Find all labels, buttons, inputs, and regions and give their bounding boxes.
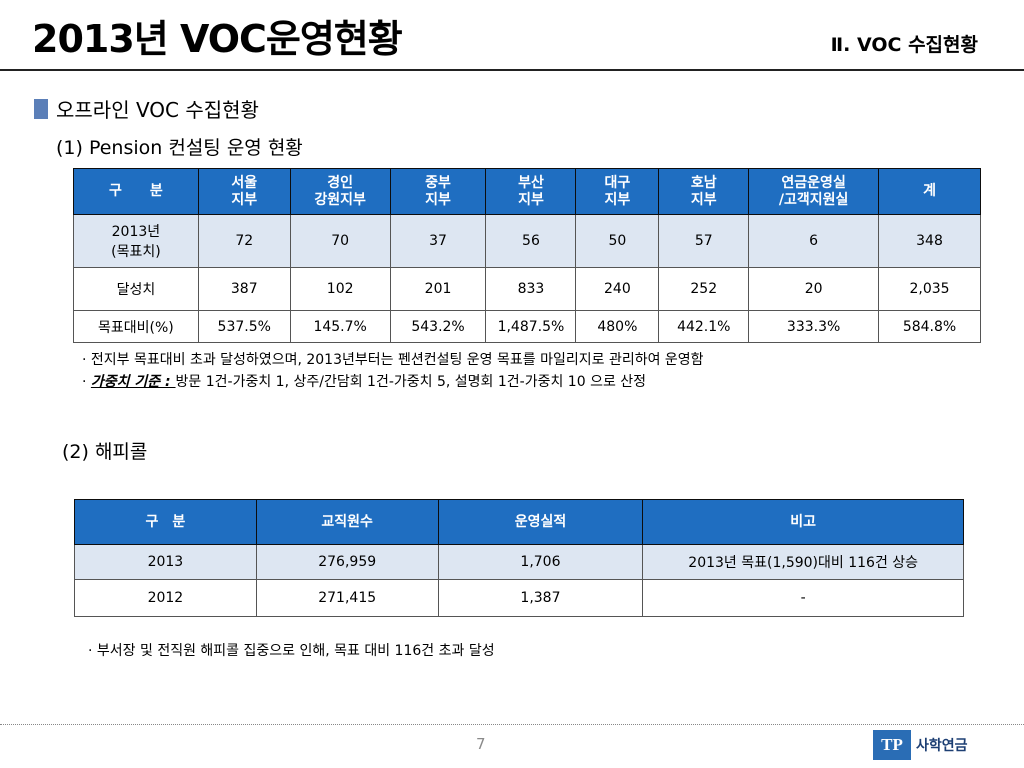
table-cell: 1,706 [437, 544, 644, 580]
footer-divider [0, 724, 1024, 725]
table-cell: 1,487.5% [485, 310, 577, 343]
table-cell: 20 [748, 267, 880, 311]
col-header-pension-office: 연금운영실/고객지원실 [748, 168, 880, 215]
row-label: 달성치 [73, 267, 199, 311]
table-row: 2012 271,415 1,387 - [74, 579, 964, 617]
table-cell: 537.5% [197, 310, 291, 343]
col-header-category: 구 분 [74, 499, 257, 545]
happycall-heading: (2) 해피콜 [62, 441, 148, 463]
col-header-honam: 호남 지부 [658, 168, 750, 215]
pension-note: · 전지부 목표대비 초과 달성하였으며, 2013년부터는 펜션컨설팅 운영 … [82, 352, 704, 368]
table-cell: 2013 [74, 544, 257, 580]
logo: TP 사학연금 [873, 730, 968, 760]
table-cell: 442.1% [658, 310, 750, 343]
table-cell: 480% [575, 310, 660, 343]
col-header-jungbu: 중부 지부 [389, 168, 487, 215]
table-cell: 271,415 [255, 579, 439, 617]
table-row: 달성치 387 102 201 833 240 252 20 2,035 [73, 267, 981, 311]
pension-header-row: 구 분 서울 지부 경인 강원지부 중부 지부 부산 지부 대구 지부 호남 지부 연금운영… [73, 168, 981, 215]
col-header-remarks: 비고 [642, 499, 964, 545]
bullet-icon: · [82, 352, 91, 368]
table-cell: 387 [197, 267, 291, 311]
col-header-gyeongin: 경인 강원지부 [289, 168, 391, 215]
table-cell: 2,035 [878, 267, 981, 311]
weight-note: · 가중치 기준 : 방문 1건-가중치 1, 상주/간담회 1건-가중치 5,… [82, 374, 647, 390]
table-cell: 833 [485, 267, 577, 311]
logo-text: 사학연금 [916, 738, 968, 754]
col-header-category: 구 분 [73, 168, 199, 215]
table-row: 2013년 (목표치) 72 70 37 56 50 57 6 348 [73, 214, 981, 268]
square-bullet-icon [34, 98, 48, 119]
page-title: 2013년 VOC운영현황 [32, 17, 403, 61]
title-divider [0, 69, 1024, 71]
table-cell: 102 [289, 267, 391, 311]
table-cell: 37 [389, 214, 487, 268]
happycall-header-row: 구 분 교직원수 운영실적 비고 [74, 499, 964, 545]
table-cell: 50 [575, 214, 660, 268]
weight-criteria-label: 가중치 기준 : [90, 374, 176, 390]
table-cell: 201 [389, 267, 487, 311]
table-cell: 6 [748, 214, 880, 268]
table-cell: 348 [878, 214, 981, 268]
table-cell: 72 [197, 214, 291, 268]
table-row: 2013 276,959 1,706 2013년 목표(1,590)대비 116… [74, 544, 964, 580]
happycall-table: 구 분 교직원수 운영실적 비고 2013 276,959 1,706 2013… [74, 499, 964, 617]
table-cell: 56 [485, 214, 577, 268]
pension-heading: (1) Pension 컨설팅 운영 현황 [56, 137, 303, 159]
section-label: Ⅱ. VOC 수집현황 [830, 34, 978, 56]
table-cell: 333.3% [748, 310, 880, 343]
table-cell: 252 [658, 267, 750, 311]
col-header-busan: 부산 지부 [485, 168, 577, 215]
row-label: 목표대비(%) [73, 310, 199, 343]
tp-logo-icon: TP [873, 730, 911, 760]
table-cell: 2012 [74, 579, 257, 617]
table-cell: 240 [575, 267, 660, 311]
table-cell: 57 [658, 214, 750, 268]
col-header-daegu: 대구 지부 [575, 168, 660, 215]
col-header-seoul: 서울 지부 [197, 168, 291, 215]
table-cell: 70 [289, 214, 391, 268]
table-row: 목표대비(%) 537.5% 145.7% 543.2% 1,487.5% 48… [73, 310, 981, 343]
table-cell: 276,959 [255, 544, 439, 580]
bullet-icon: · [82, 374, 91, 390]
subheading-text: 오프라인 VOC 수집현황 [56, 98, 259, 122]
col-header-staff-count: 교직원수 [255, 499, 439, 545]
subheading: 오프라인 VOC 수집현황 [34, 94, 259, 123]
table-cell: 2013년 목표(1,590)대비 116건 상승 [642, 544, 964, 580]
table-cell: - [642, 579, 964, 617]
row-label: 2013년 (목표치) [73, 214, 199, 268]
happycall-note: · 부서장 및 전직원 해피콜 집중으로 인해, 목표 대비 116건 초과 달… [88, 643, 495, 659]
table-cell: 543.2% [389, 310, 487, 343]
bullet-icon: · [88, 643, 97, 659]
table-cell: 145.7% [289, 310, 391, 343]
page-number: 7 [476, 735, 486, 753]
col-header-total: 계 [878, 168, 981, 215]
col-header-performance: 운영실적 [437, 499, 644, 545]
pension-table: 구 분 서울 지부 경인 강원지부 중부 지부 부산 지부 대구 지부 호남 지부 연금운영… [73, 168, 981, 343]
table-cell: 584.8% [878, 310, 981, 343]
table-cell: 1,387 [437, 579, 644, 617]
